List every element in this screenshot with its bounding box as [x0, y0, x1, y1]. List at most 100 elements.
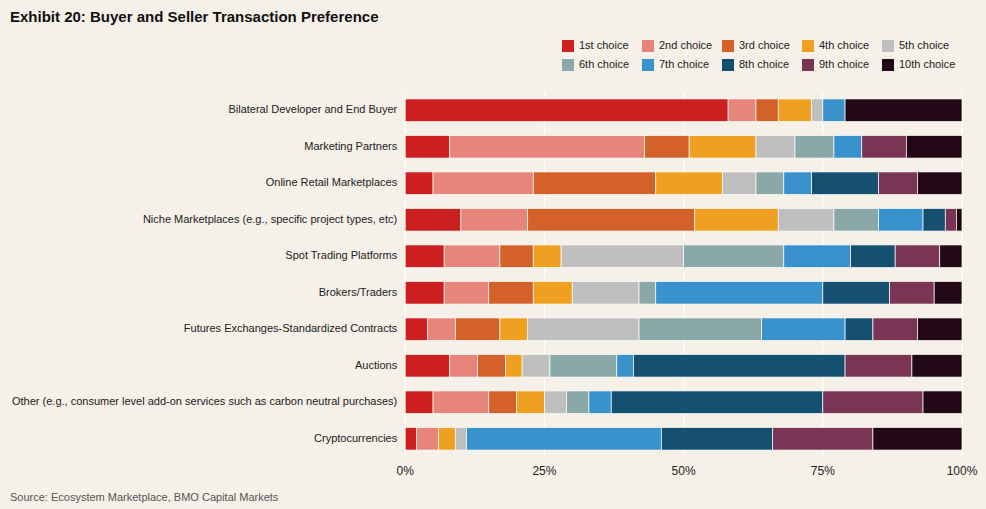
bar-segment: [812, 172, 879, 195]
bar-segment: [940, 245, 962, 268]
bar-segment: [439, 427, 456, 450]
series: [466, 99, 923, 450]
bar-segment: [405, 354, 450, 377]
legend-label: 1st choice: [579, 39, 629, 51]
bar-segment: [561, 245, 683, 268]
bar-segment: [762, 318, 846, 341]
bar-segment: [756, 172, 784, 195]
bar-segment: [505, 354, 522, 377]
bar-segment: [639, 318, 761, 341]
bar-segment: [728, 99, 756, 122]
bar-segment: [450, 354, 478, 377]
bar-segment: [834, 135, 862, 158]
legend-label: 9th choice: [819, 58, 869, 70]
bar-segment: [689, 135, 756, 158]
bar-segment: [656, 281, 823, 304]
title: Exhibit 20: Buyer and Seller Transaction…: [10, 8, 378, 25]
bar-segment: [533, 281, 572, 304]
category-label: Futures Exchanges-Standardized Contracts: [184, 322, 398, 334]
bar-segment: [455, 318, 500, 341]
legend: 1st choice2nd choice3rd choice4th choice…: [562, 39, 955, 71]
bar-segment: [405, 135, 450, 158]
bar-segment: [433, 391, 489, 414]
bar-segment: [433, 172, 533, 195]
bar-segment: [427, 318, 455, 341]
legend-label: 10th choice: [899, 58, 955, 70]
bar-segment: [405, 245, 444, 268]
bar-segment: [656, 172, 723, 195]
bar-segment: [645, 135, 690, 158]
bar-segment: [945, 208, 956, 231]
bar-segment: [756, 135, 795, 158]
bar-segment: [878, 172, 917, 195]
legend-swatch: [882, 40, 894, 52]
bar-segment: [617, 354, 634, 377]
legend-swatch: [642, 59, 654, 71]
series: [845, 99, 962, 450]
bar-segment: [823, 99, 845, 122]
bar-segment: [784, 245, 851, 268]
bar-segment: [611, 391, 823, 414]
bar-segment: [489, 391, 517, 414]
bar-segment: [633, 354, 845, 377]
background: [0, 0, 986, 509]
category-label: Cryptocurrencies: [314, 432, 398, 444]
bar-segment: [756, 99, 778, 122]
legend-label: 5th choice: [899, 39, 949, 51]
bar-segment: [567, 391, 589, 414]
bar-segment: [500, 318, 528, 341]
tick-label: 25%: [532, 464, 556, 478]
y-axis: Bilateral Developer and End BuyerMarketi…: [12, 103, 398, 444]
bar-segment: [572, 281, 639, 304]
bar-segment: [845, 354, 912, 377]
legend-swatch: [642, 40, 654, 52]
bar-segment: [416, 427, 438, 450]
legend-label: 6th choice: [579, 58, 629, 70]
legend-swatch: [722, 59, 734, 71]
bar-segment: [533, 245, 561, 268]
bar-segment: [862, 135, 907, 158]
bar-segment: [812, 99, 823, 122]
bar-segment: [778, 208, 834, 231]
bar-segment: [405, 427, 416, 450]
bar-segment: [533, 172, 655, 195]
bar-segment: [528, 318, 639, 341]
bar-segment: [444, 281, 489, 304]
bar-segment: [906, 135, 962, 158]
bar-segment: [890, 281, 935, 304]
category-label: Niche Marketplaces (e.g., specific proje…: [143, 213, 397, 225]
bar-segment: [723, 172, 756, 195]
bar-segment: [589, 391, 611, 414]
bar-segment: [923, 208, 945, 231]
bar-segment: [773, 427, 873, 450]
bar-segment: [823, 391, 923, 414]
bar-segment: [522, 354, 550, 377]
bar-segment: [405, 172, 433, 195]
bar-segment: [934, 281, 962, 304]
bar-segment: [778, 99, 811, 122]
bar-segment: [784, 172, 812, 195]
bar-segment: [639, 281, 656, 304]
bar-segment: [845, 99, 962, 122]
legend-label: 7th choice: [659, 58, 709, 70]
x-axis: 0%25%50%75%100%: [397, 464, 978, 478]
bar-segment: [405, 208, 461, 231]
legend-swatch: [722, 40, 734, 52]
tick-label: 0%: [397, 464, 415, 478]
bar-segment: [478, 354, 506, 377]
bar-segment: [684, 245, 784, 268]
bar-segment: [517, 391, 545, 414]
bar-segment: [873, 318, 918, 341]
bar-segment: [405, 391, 433, 414]
legend-label: 8th choice: [739, 58, 789, 70]
bar-segment: [455, 427, 466, 450]
bar-segment: [917, 318, 962, 341]
tick-label: 100%: [947, 464, 978, 478]
legend-label: 3rd choice: [739, 39, 790, 51]
bars: [405, 99, 962, 450]
legend-swatch: [802, 59, 814, 71]
bar-segment: [795, 135, 834, 158]
category-label: Online Retail Marketplaces: [266, 176, 398, 188]
legend-label: 4th choice: [819, 39, 869, 51]
tick-label: 75%: [811, 464, 835, 478]
